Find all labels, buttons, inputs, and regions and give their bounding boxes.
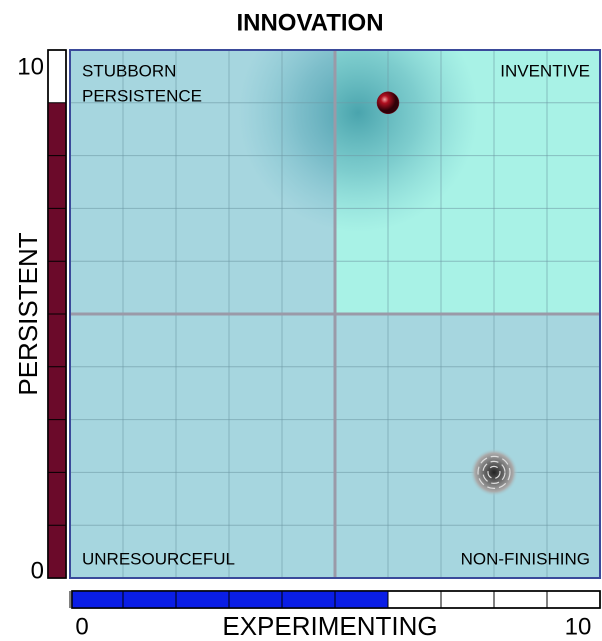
x-axis-label: EXPERIMENTING bbox=[222, 611, 437, 641]
quadrant-label: STUBBORN bbox=[82, 61, 176, 80]
y-bar bbox=[48, 102, 66, 579]
x-tick-label: 0 bbox=[75, 613, 88, 640]
quadrant-label: NON-FINISHING bbox=[461, 549, 590, 568]
x-tick-label: 10 bbox=[565, 613, 592, 640]
point-glow bbox=[238, 50, 478, 233]
target-ring bbox=[487, 465, 501, 479]
x-bar-border bbox=[71, 590, 601, 609]
plot-area bbox=[70, 50, 600, 578]
point bbox=[376, 91, 400, 115]
quadrant-label: PERSISTENCE bbox=[82, 86, 202, 105]
y-axis-label: PERSISTENT bbox=[13, 232, 43, 395]
y-tick-label: 0 bbox=[31, 557, 44, 584]
quadrant-label: UNRESOURCEFUL bbox=[82, 549, 235, 568]
target-ring bbox=[477, 455, 511, 489]
chart-title: INNOVATION bbox=[236, 9, 383, 36]
y-bar-border bbox=[47, 49, 67, 579]
target-ring bbox=[482, 460, 506, 484]
x-bar bbox=[72, 591, 388, 608]
y-tick-label: 10 bbox=[17, 53, 44, 80]
target bbox=[470, 448, 518, 497]
quadrant-label: INVENTIVE bbox=[500, 61, 590, 80]
plot-border bbox=[69, 49, 601, 579]
